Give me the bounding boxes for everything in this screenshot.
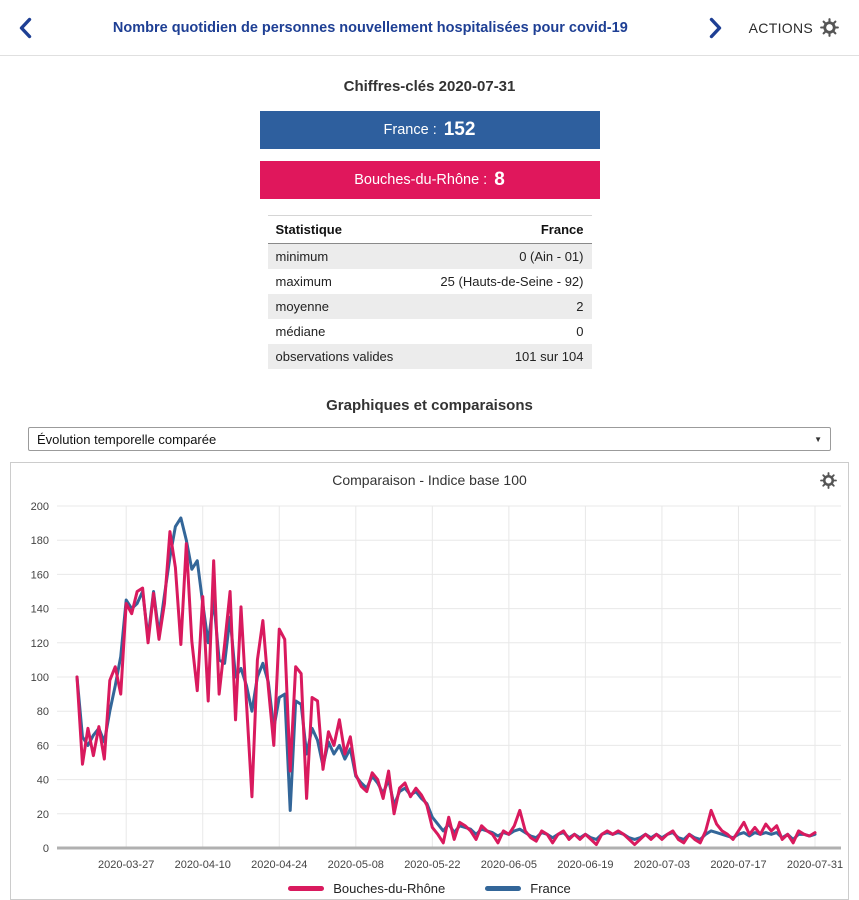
select-value: Évolution temporelle comparée <box>37 431 217 447</box>
svg-text:40: 40 <box>37 775 49 787</box>
stat-value: 0 (Ain - 01) <box>519 249 584 264</box>
svg-text:0: 0 <box>43 843 49 855</box>
actions-label: ACTIONS <box>748 19 813 36</box>
column-header-statistique: Statistique <box>267 215 416 244</box>
chevron-down-icon: ▼ <box>814 434 822 444</box>
legend-label: France <box>530 880 571 896</box>
table-row: minimum 0 (Ain - 01) <box>267 243 592 269</box>
svg-text:160: 160 <box>31 569 49 581</box>
stat-value: 25 (Hauts-de-Seine - 92) <box>440 274 584 289</box>
legend-swatch-bouches-du-rhone <box>288 885 325 891</box>
graphs-section-title: Graphiques et comparaisons <box>326 397 533 414</box>
table-row: médiane 0 <box>268 319 592 344</box>
stat-value: 101 sur 104 <box>514 349 584 364</box>
svg-text:2020-07-17: 2020-07-17 <box>710 859 766 871</box>
svg-text:2020-03-27: 2020-03-27 <box>98 859 154 871</box>
stat-label: minimum <box>275 249 329 264</box>
bouches-du-rhone-badge: Bouches-du-Rhône : 8 <box>259 161 600 199</box>
header: Nombre quotidien de personnes nouvelleme… <box>0 0 859 56</box>
bouches-du-rhone-badge-value: 8 <box>494 169 505 190</box>
france-badge-value: 152 <box>443 119 476 140</box>
prev-indicator-button[interactable] <box>14 15 37 41</box>
svg-text:60: 60 <box>37 740 49 752</box>
svg-text:80: 80 <box>37 706 49 718</box>
page-title: Nombre quotidien de personnes nouvelleme… <box>112 19 628 36</box>
gear-icon <box>820 472 837 489</box>
legend-item-bouches-du-rhone[interactable]: Bouches-du-Rhône <box>288 881 445 896</box>
chart-settings-button[interactable] <box>820 472 837 492</box>
legend-swatch-france <box>485 885 522 891</box>
legend-item-france[interactable]: France <box>485 880 571 896</box>
line-chart: 2020-03-27 2020-04-10 2020-04-24 2020-05-08… <box>31 501 844 871</box>
next-indicator-button[interactable] <box>704 15 727 41</box>
stat-label: moyenne <box>275 299 329 314</box>
france-badge-label: France : <box>383 122 437 138</box>
bouches-du-rhone-badge-label: Bouches-du-Rhône : <box>354 172 488 188</box>
gear-icon <box>820 18 839 37</box>
svg-text:140: 140 <box>31 604 49 616</box>
svg-text:2020-06-19: 2020-06-19 <box>557 859 613 871</box>
column-header-france: France <box>415 215 592 244</box>
chart-type-select[interactable]: Évolution temporelle comparée ▼ <box>28 427 831 451</box>
table-row: maximum 25 (Hauts-de-Seine - 92) <box>268 269 592 294</box>
svg-text:2020-04-24: 2020-04-24 <box>251 859 307 871</box>
svg-text:180: 180 <box>31 535 49 547</box>
svg-text:2020-05-08: 2020-05-08 <box>328 859 384 871</box>
chevron-left-icon <box>19 17 32 38</box>
stat-label: observations valides <box>275 349 394 364</box>
svg-text:2020-05-22: 2020-05-22 <box>404 859 460 871</box>
chevron-right-icon <box>709 17 721 38</box>
svg-text:20: 20 <box>37 809 49 821</box>
key-figures-title: Chiffres-clés 2020-07-31 <box>343 78 516 95</box>
stat-value: 2 <box>576 299 584 314</box>
table-row: moyenne 2 <box>267 294 592 319</box>
svg-text:120: 120 <box>31 638 49 650</box>
svg-text:200: 200 <box>31 501 49 513</box>
svg-text:2020-04-10: 2020-04-10 <box>175 859 231 871</box>
svg-text:100: 100 <box>31 672 49 684</box>
key-figures-section: Chiffres-clés 2020-07-31 France : 152 Bo… <box>0 78 859 369</box>
stat-value: 0 <box>576 324 584 339</box>
stat-label: maximum <box>275 274 332 289</box>
actions-button[interactable]: ACTIONS <box>743 17 845 38</box>
chart-title: Comparaison - Indice base 100 <box>332 472 527 488</box>
table-header-row: Statistique France <box>267 215 592 244</box>
svg-text:2020-06-05: 2020-06-05 <box>481 859 537 871</box>
france-badge: France : 152 <box>259 111 600 149</box>
table-row: observations valides 101 sur 104 <box>267 344 592 369</box>
svg-text:2020-07-31: 2020-07-31 <box>787 859 843 871</box>
chart-legend: Bouches-du-Rhône France <box>11 876 848 900</box>
legend-label: Bouches-du-Rhône <box>333 880 446 896</box>
chart-panel: Comparaison - Indice base 100 2020-03-27… <box>10 462 849 900</box>
svg-text:2020-07-03: 2020-07-03 <box>634 859 690 871</box>
statistics-table: Statistique France minimum 0 (Ain - 01) … <box>267 215 592 369</box>
stat-label: médiane <box>275 324 326 339</box>
